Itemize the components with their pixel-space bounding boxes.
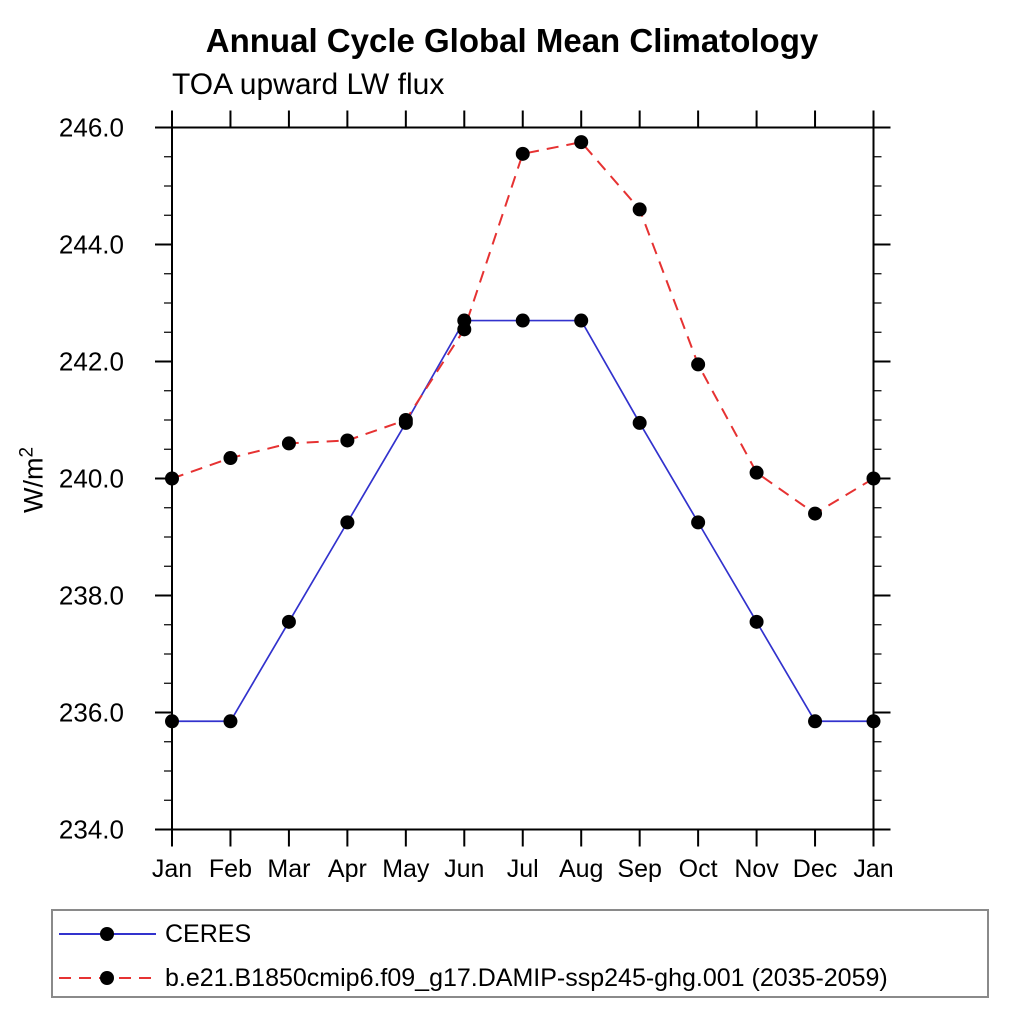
x-tick-label: Nov — [734, 855, 779, 883]
marker-dot-icon — [100, 927, 114, 941]
data-point-1 — [808, 506, 823, 521]
data-point-0 — [866, 714, 881, 729]
series-line-1 — [171, 141, 875, 515]
x-tick-label: Aug — [559, 855, 603, 883]
y-tick-label: 240.0 — [59, 464, 124, 494]
data-point-0 — [691, 515, 706, 530]
x-tick-label: Dec — [793, 855, 837, 883]
marker-dot-icon — [100, 971, 114, 985]
data-point-0 — [515, 313, 530, 328]
y-tick-label: 236.0 — [59, 698, 124, 728]
y-tick-label: 246.0 — [59, 113, 124, 143]
data-point-1 — [574, 135, 589, 150]
data-point-0 — [340, 515, 355, 530]
legend-label-model: b.e21.B1850cmip6.f09_g17.DAMIP-ssp245-gh… — [165, 963, 888, 992]
x-tick-label: Apr — [328, 855, 367, 883]
data-point-1 — [223, 451, 238, 466]
x-tick-label: Feb — [209, 855, 252, 883]
legend-label-ceres: CERES — [165, 919, 252, 948]
plot-border — [171, 126, 875, 831]
legend: CERES b.e21.B1850cmip6.f09_g17.DAMIP-ssp… — [51, 909, 989, 998]
x-tick-label: Sep — [617, 855, 661, 883]
data-point-1 — [165, 471, 179, 486]
data-point-1 — [457, 322, 472, 337]
data-point-1 — [691, 357, 706, 372]
x-tick-label: Jun — [444, 855, 484, 883]
data-point-0 — [632, 415, 647, 430]
y-tick-label: 234.0 — [59, 815, 124, 845]
legend-row-ceres: CERES — [59, 919, 252, 948]
x-tick-label: Jan — [152, 855, 192, 883]
x-tick-label: Oct — [679, 855, 718, 883]
x-tick-label: May — [382, 855, 430, 883]
chart-title: Annual Cycle Global Mean Climatology — [205, 22, 819, 59]
legend-sample-dashed — [59, 965, 156, 991]
legend-row-model: b.e21.B1850cmip6.f09_g17.DAMIP-ssp245-gh… — [59, 963, 888, 992]
y-tick-label: 238.0 — [59, 581, 124, 611]
legend-sample-solid — [59, 921, 156, 947]
x-tick-label: Jul — [507, 855, 539, 883]
series-line-0 — [172, 319, 874, 723]
data-point-1 — [866, 471, 881, 486]
data-point-1 — [281, 436, 296, 451]
data-point-0 — [281, 614, 296, 629]
data-point-1 — [398, 413, 413, 427]
y-tick-label: 242.0 — [59, 347, 124, 377]
x-tick-label: Jan — [853, 855, 893, 883]
data-point-0 — [749, 614, 764, 629]
data-point-0 — [808, 714, 823, 729]
x-tick-label: Mar — [267, 855, 310, 883]
data-point-1 — [749, 465, 764, 480]
data-point-0 — [574, 313, 589, 328]
y-tick-label: 244.0 — [59, 230, 124, 260]
data-point-1 — [632, 202, 647, 217]
data-point-0 — [165, 714, 179, 729]
data-point-1 — [515, 146, 530, 161]
data-point-1 — [340, 433, 355, 448]
chart-subtitle: TOA upward LW flux — [172, 68, 445, 101]
data-point-0 — [223, 714, 238, 729]
